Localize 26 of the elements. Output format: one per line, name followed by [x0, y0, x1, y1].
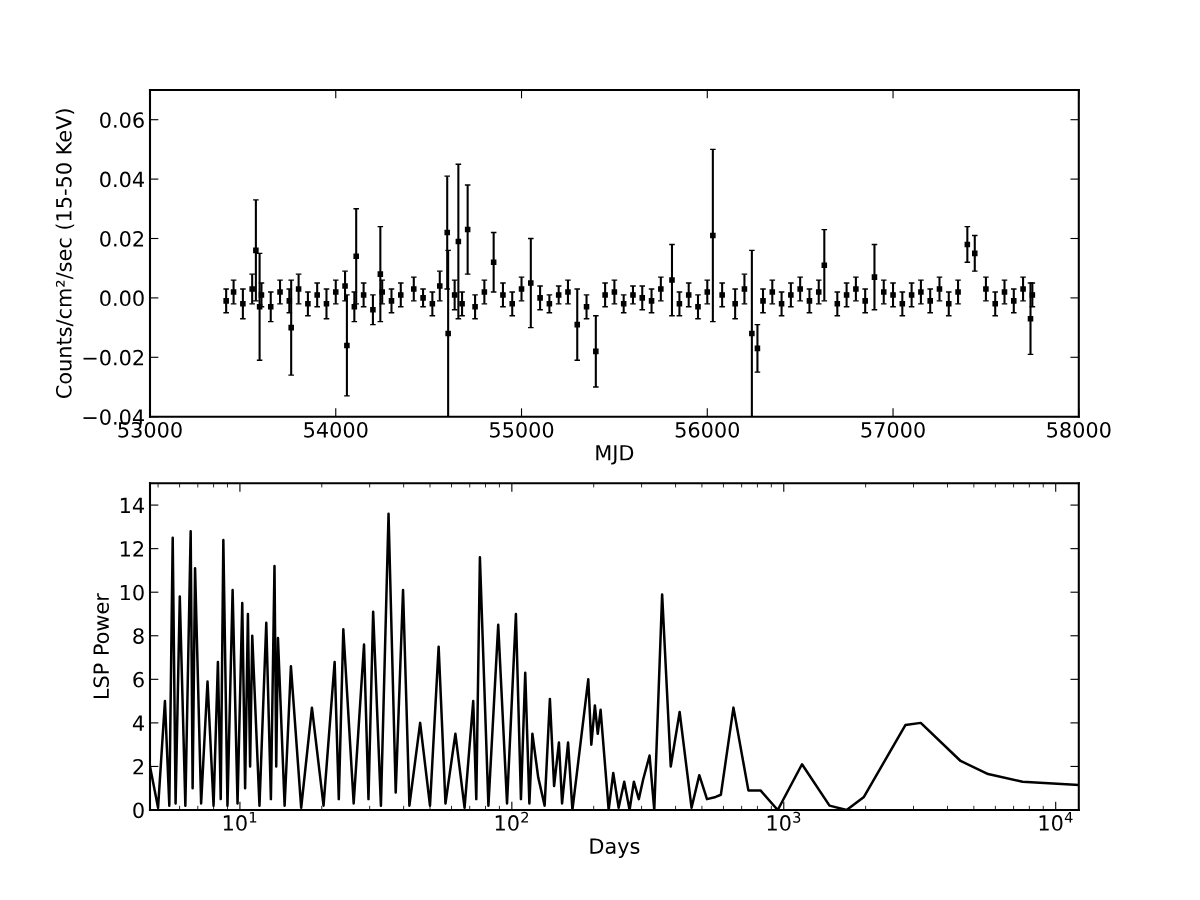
y-tick-label: 0.06	[100, 112, 144, 128]
y-axis-title: Counts/cm²/sec (15-50 KeV)	[55, 109, 75, 399]
y-tick-label: 4	[132, 715, 144, 731]
y-tick-label: 8	[133, 628, 144, 644]
x-tick-label: 55000	[489, 421, 554, 438]
x-tick-label: 56000	[675, 421, 740, 438]
x-tick-label: 57000	[861, 421, 925, 438]
x-axis-title: Days	[590, 838, 640, 858]
y-tick-label: 0.02	[100, 230, 144, 247]
y-axis-title: LSP Power	[93, 593, 110, 699]
y-tick-label: 10	[120, 584, 144, 601]
x-tick-label: 58000	[1047, 421, 1111, 438]
y-tick-label: 12	[120, 541, 144, 557]
x-tick-label: 10$^{4}$	[1039, 811, 1073, 831]
y-tick-label: 2	[133, 758, 144, 775]
y-tick-label: 0	[133, 802, 144, 819]
x-tick-label: 10$^{1}$	[223, 811, 257, 831]
x-tick-label: 54000	[304, 421, 368, 438]
x-tick-label: 10$^{3}$	[767, 811, 801, 831]
y-tick-label: 14	[120, 497, 144, 513]
x-axis-title: MJD	[596, 445, 634, 465]
x-tick-label: 10$^{2}$	[495, 811, 529, 831]
y-tick-label: −0.02	[83, 349, 144, 366]
y-tick-label: 6	[133, 671, 144, 688]
y-tick-label: 0.00	[100, 290, 144, 307]
y-tick-label: 0.04	[100, 171, 144, 188]
